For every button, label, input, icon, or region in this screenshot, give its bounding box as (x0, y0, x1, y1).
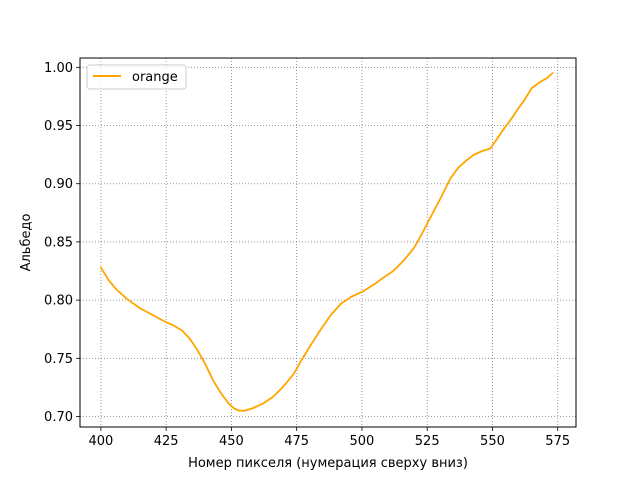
y-axis-ticks: 0.70 0.75 0.80 0.85 0.90 0.95 1.00 (44, 61, 80, 425)
x-tick-label: 575 (545, 434, 570, 449)
y-tick-label: 0.75 (44, 352, 73, 367)
legend-box (86, 64, 187, 90)
y-tick-label: 0.90 (44, 177, 73, 192)
series-line-orange (99, 72, 554, 412)
x-tick-label: 550 (480, 434, 505, 449)
y-axis-label: Альбедо (19, 214, 34, 272)
y-tick-label: 1.00 (44, 61, 73, 76)
x-tick-label: 525 (415, 434, 440, 449)
y-tick-label: 0.80 (44, 294, 73, 309)
legend: orange (86, 64, 187, 90)
x-tick-label: 475 (284, 434, 309, 449)
x-tick-label: 450 (219, 434, 244, 449)
x-tick-label: 400 (88, 434, 113, 449)
plot-frame (79, 57, 577, 428)
y-tick-label: 0.95 (44, 119, 73, 134)
x-tick-label: 425 (154, 434, 179, 449)
y-tick-label: 0.85 (44, 235, 73, 250)
y-tick-label: 0.70 (44, 410, 73, 425)
x-tick-label: 500 (350, 434, 375, 449)
legend-label: orange (132, 70, 178, 85)
x-axis-label: Номер пикселя (нумерация сверху вниз) (188, 456, 468, 471)
x-axis-ticks: 400 425 450 475 500 525 550 575 (88, 427, 570, 449)
series-layer (99, 72, 554, 412)
